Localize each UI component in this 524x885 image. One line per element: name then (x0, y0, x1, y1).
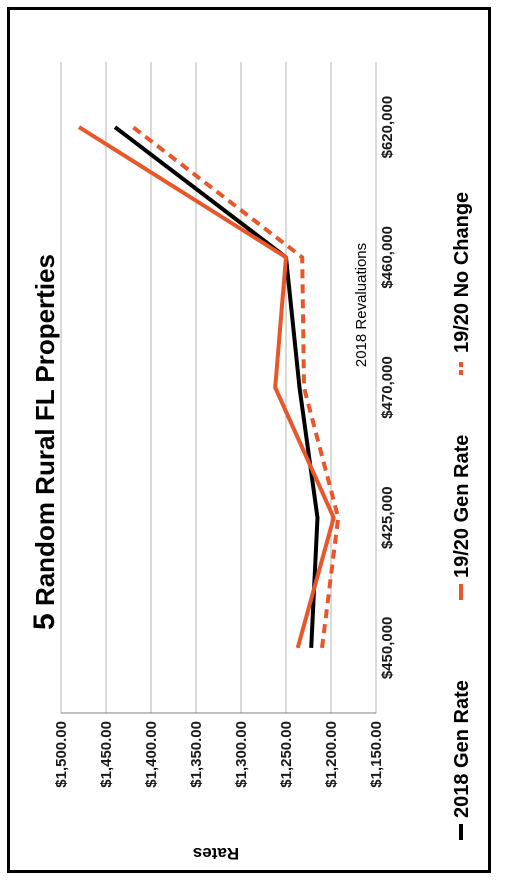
y-tick-label: $1,500.00 (53, 721, 70, 788)
y-axis-label: Rates (193, 844, 239, 863)
y-tick-labels: $1,150.00 $1,200.00 $1,250.00 $1,300.00 $1,3… (53, 721, 385, 788)
x-tick-label: $470,000 (379, 356, 396, 419)
y-tick-label: $1,250.00 (278, 721, 295, 788)
legend-label: 19/20 Gen Rate (451, 435, 473, 578)
y-tick-label: $1,400.00 (143, 721, 160, 788)
legend-label: 2018 Gen Rate (451, 680, 473, 818)
x-tick-label: $620,000 (379, 96, 396, 159)
y-tick-label: $1,350.00 (188, 721, 205, 788)
chart-title-number: 5 (28, 613, 61, 630)
chart-frame (7, 7, 491, 873)
y-tick-label: $1,200.00 (323, 721, 340, 788)
y-tick-label: $1,150.00 (368, 721, 385, 788)
series-line-2018-gen-rate (113, 125, 320, 648)
chart-title-text: Random Rural FL Properties (30, 254, 60, 613)
legend-label: 19/20 No Change (451, 192, 473, 353)
series-line-19-20-no-change (131, 125, 341, 649)
y-tick-label: $1,300.00 (233, 721, 250, 788)
x-tick-label: $425,000 (379, 486, 396, 549)
x-axis-label: 2018 Revaluations (353, 243, 370, 367)
gridlines (60, 62, 377, 714)
plot-area (77, 125, 341, 649)
chart-title: 5 Random Rural FL Properties (28, 254, 61, 630)
x-tick-label: $450,000 (379, 617, 396, 680)
x-tick-label: $460,000 (379, 226, 396, 289)
y-tick-label: $1,450.00 (98, 721, 115, 788)
legend: 2018 Gen Rate 19/20 Gen Rate 19/20 No Chan… (451, 192, 473, 840)
series-line-19-20-gen-rate (77, 125, 336, 649)
x-tick-labels: $450,000 $425,000 $470,000 $460,000 $620,000 (379, 96, 396, 679)
